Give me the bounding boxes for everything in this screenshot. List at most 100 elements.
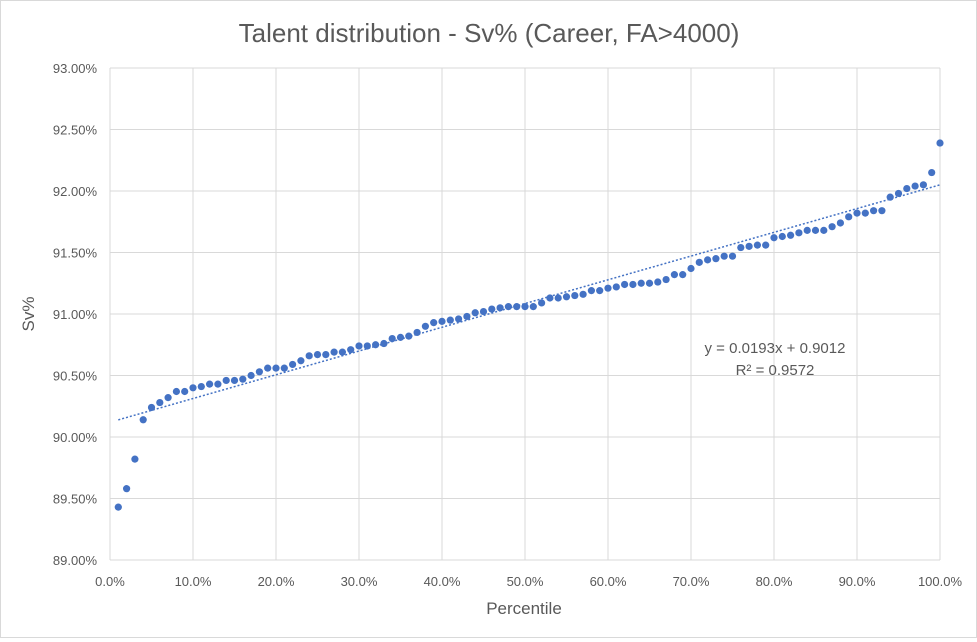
data-point [621,280,629,289]
data-point [338,348,346,356]
data-point [679,271,687,279]
x-tick-label: 30.0% [341,574,378,589]
data-point [836,219,845,227]
data-point [214,380,222,388]
x-tick-label: 90.0% [839,574,876,589]
data-point [546,294,554,302]
data-point [421,322,429,330]
data-point [903,184,911,193]
data-point [230,376,239,385]
data-point [878,207,886,215]
data-point [172,387,180,396]
data-point [820,226,828,234]
data-point [463,312,471,321]
x-tick-label: 20.0% [258,574,295,589]
data-point [438,317,446,325]
y-tick-label: 89.50% [53,492,98,507]
data-point [280,364,288,372]
x-tick-label: 0.0% [95,574,125,589]
data-point [645,279,654,287]
data-point [662,275,670,284]
data-point [330,348,338,356]
data-point [521,303,529,311]
data-point [446,316,454,324]
data-point [828,223,836,231]
data-point [264,364,272,372]
data-point [745,242,753,250]
data-point [156,398,164,407]
data-point [704,256,712,264]
data-point [861,209,869,217]
data-point [289,360,297,369]
gridlines [109,67,941,561]
data-point [894,189,903,198]
data-point [322,350,330,359]
x-tick-label: 100.0% [918,574,963,589]
data-point [637,279,645,287]
data-point [471,309,479,317]
data-point [604,284,612,292]
chart-title: Talent distribution - Sv% (Career, FA>40… [239,18,740,48]
data-point [762,241,770,249]
data-point [479,307,488,316]
data-point [596,287,604,295]
data-point [629,280,637,289]
data-point [853,209,861,217]
data-point [728,252,737,260]
data-point [795,229,803,237]
data-point [737,243,745,252]
data-point [654,278,662,286]
data-point [380,339,388,348]
data-point [123,485,131,493]
data-point [206,380,214,388]
data-point [919,181,928,189]
y-tick-label: 92.00% [53,184,98,199]
data-point [272,364,280,372]
data-point [554,294,562,302]
y-tick-label: 91.50% [53,246,98,261]
data-point [670,271,679,279]
data-point [612,283,620,291]
data-point [911,182,919,190]
data-point [372,341,380,349]
data-point [181,387,189,396]
x-tick-label: 10.0% [175,574,212,589]
data-point [189,384,197,392]
data-point [488,305,496,313]
data-point [496,304,504,312]
data-point [305,352,313,360]
data-point [405,332,413,340]
data-point [778,232,786,241]
data-point [886,193,894,201]
data-point [430,319,438,327]
data-point [538,299,546,307]
x-tick-label: 60.0% [590,574,627,589]
trendline-r2: R² = 0.9572 [736,362,815,379]
data-point [870,207,878,215]
data-point [571,291,579,300]
data-point [587,287,596,295]
data-point [845,213,853,221]
data-point [139,416,147,424]
x-tick-labels: 0.0% 10.0% 20.0% 30.0% 40.0% 50.0% 60.0% 70.0% 8… [95,574,962,589]
x-tick-label: 80.0% [756,574,793,589]
data-point [753,241,762,249]
data-point [413,328,421,337]
trendline-equation: y = 0.0193x + 0.9012 [705,340,846,357]
data-point [787,231,795,239]
x-tick-label: 70.0% [673,574,710,589]
data-point [504,303,512,311]
data-point [936,139,944,147]
data-point [164,394,172,402]
data-point [131,455,139,463]
data-point [388,335,396,343]
data-point [255,368,263,376]
data-point [363,342,371,350]
x-tick-label: 40.0% [424,574,461,589]
data-point [455,315,463,323]
x-axis-label: Percentile [486,599,562,618]
x-tick-label: 50.0% [507,574,544,589]
data-point [513,303,521,311]
